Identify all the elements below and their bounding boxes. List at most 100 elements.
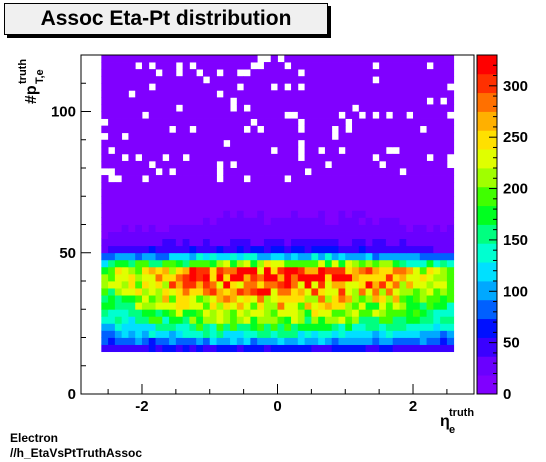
heatmap-cell [250,281,258,289]
heatmap-cell [399,175,407,183]
heatmap-cell [121,259,129,268]
heatmap-cell [379,104,387,112]
heatmap-cell [230,231,238,240]
heatmap-cell [372,238,380,247]
heatmap-cell [223,69,231,77]
heatmap-cell [277,309,285,317]
heatmap-cell [338,245,346,254]
heatmap-cell [250,146,258,155]
heatmap-cell [385,295,394,303]
heatmap-cell [345,104,353,112]
heatmap-cell [318,309,326,317]
heatmap-cell [257,330,265,338]
heatmap-cell [236,288,245,296]
heatmap-cell [223,196,231,204]
heatmap-cell [311,330,319,338]
heatmap-cell [216,146,224,155]
heatmap-cell [169,252,177,261]
heatmap-cell [352,90,360,98]
heatmap-cell [365,139,373,148]
heatmap-cell [365,196,373,204]
heatmap-cell [108,69,116,77]
heatmap-cell [338,125,346,134]
heatmap-cell [196,316,204,324]
heatmap-cell [352,168,360,176]
heatmap-cell [406,76,414,84]
heatmap-cell [196,217,204,225]
color-scale-tick-label: 250 [503,129,528,146]
heatmap-cell [358,273,366,282]
heatmap-cell [440,288,448,296]
heatmap-cell [216,182,224,190]
heatmap-cell [175,295,184,303]
heatmap-cell [304,259,312,268]
heatmap-cell [426,146,434,155]
heatmap-cell [135,309,143,317]
heatmap-cell [385,238,394,247]
heatmap-cell [446,132,455,141]
heatmap-cell [101,323,109,331]
heatmap-cell [406,288,414,296]
heatmap-cell [385,175,394,183]
heatmap-cell [324,111,333,119]
heatmap-cell [291,168,299,176]
heatmap-cell [311,125,319,134]
heatmap-cell [141,245,150,254]
heatmap-cell [318,97,326,105]
heatmap-cell [141,330,150,338]
heatmap-cell [399,316,407,324]
heatmap-cell [419,252,427,261]
heatmap-cell [114,168,123,176]
heatmap-cell [311,203,319,211]
heatmap-cell [433,90,441,98]
heatmap-cell [148,175,156,183]
heatmap-cell [223,76,231,84]
heatmap-cell [236,97,245,105]
heatmap-cell [419,168,427,176]
heatmap-cell [358,83,366,91]
heatmap-cell [196,125,204,134]
heatmap-cell [324,83,333,91]
heatmap-cell [257,266,265,275]
heatmap-cell [311,111,319,119]
heatmap-cell [345,175,353,183]
heatmap-cell [379,344,387,353]
heatmap-cell [196,76,204,84]
heatmap-cell [175,189,184,197]
heatmap-cell [121,273,129,282]
heatmap-cell [311,132,319,141]
heatmap-cell [189,160,197,169]
heatmap-cell [148,309,156,317]
heatmap-cell [399,83,407,91]
heatmap-cell [135,189,143,197]
heatmap-cell [250,231,258,240]
heatmap-cell [257,259,265,268]
heatmap-cell [433,146,441,155]
heatmap-cell [216,252,224,261]
color-scale-frame [476,54,498,395]
heatmap-cell [250,224,258,232]
heatmap-cell [311,76,319,84]
heatmap-cell [291,125,299,134]
heatmap-cell [250,309,258,317]
heatmap-cell [270,182,278,190]
heatmap-cell [209,104,217,112]
heatmap-cell [318,210,326,218]
heatmap-cell [155,295,163,303]
heatmap-cell [250,182,258,190]
heatmap-cell [413,55,421,63]
heatmap-cell [399,288,407,296]
heatmap-cell [128,132,136,141]
heatmap-cell [141,259,150,268]
heatmap-cell [243,55,251,63]
heatmap-cell [182,182,190,190]
heatmap-cell [189,69,197,77]
heatmap-cell [121,217,129,225]
heatmap-cell [230,295,238,303]
heatmap-cell [318,69,326,77]
heatmap-cell [155,224,163,232]
heatmap-cell [345,62,353,70]
heatmap-cell [209,139,217,148]
heatmap-cell [250,69,258,77]
